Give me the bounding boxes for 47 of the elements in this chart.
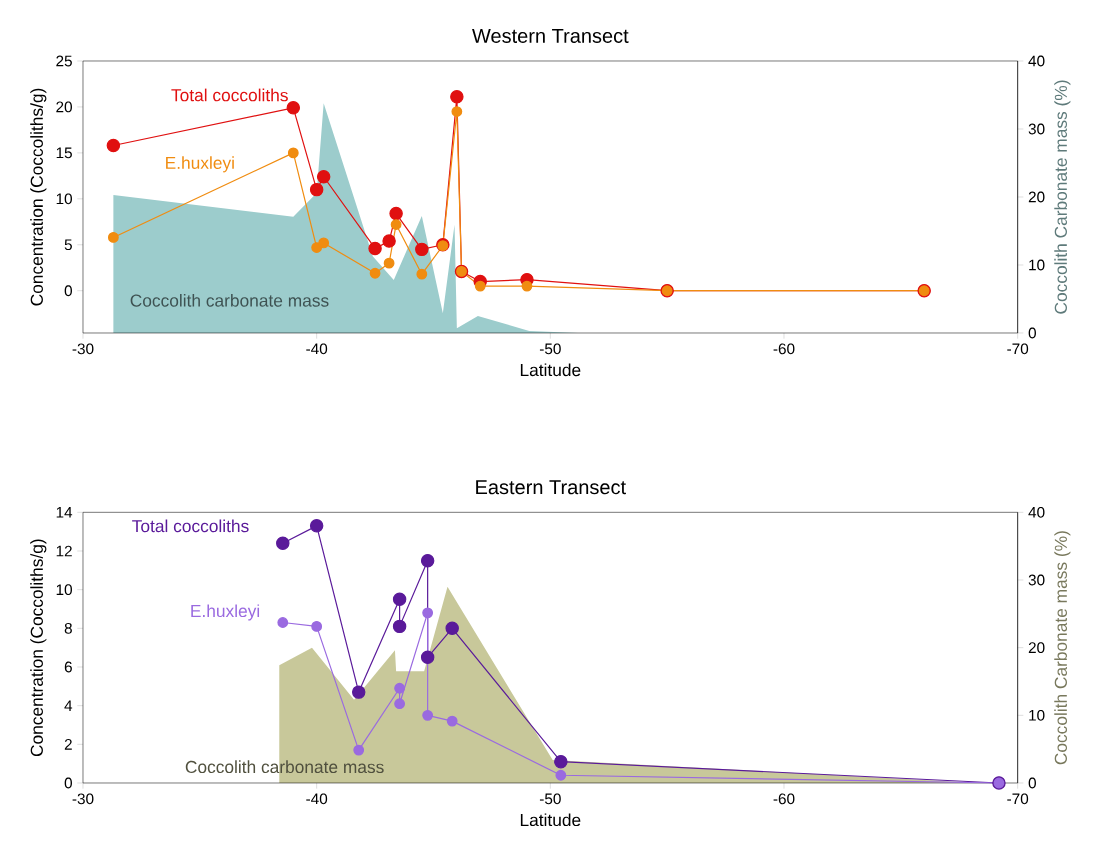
- y-tick-label: 10: [56, 584, 72, 596]
- y-tick-label: 0: [64, 777, 72, 789]
- x-axis-title: Latitude: [520, 813, 581, 827]
- y-tick-label: 20: [56, 101, 72, 113]
- y2-tick-label: 40: [1028, 55, 1045, 67]
- y-tick-label: 12: [56, 545, 72, 557]
- x-tick-label: -40: [306, 343, 328, 355]
- y-tick-label: 14: [56, 507, 73, 518]
- series-label: E.huxleyi: [166, 156, 234, 173]
- chart-title: Western Transect: [472, 28, 629, 43]
- y2-tick-label: 40: [1028, 506, 1045, 518]
- y-tick-label: 4: [64, 700, 73, 711]
- y-axis-title: Concentration (Coccoliths/g): [30, 88, 47, 306]
- y2-tick-label: 20: [1028, 191, 1045, 203]
- x-tick-label: -60: [773, 793, 795, 805]
- y-tick-label: 10: [56, 193, 72, 205]
- x-tick-label: -70: [1007, 793, 1029, 805]
- series-label: Total coccoliths: [171, 88, 288, 102]
- x-tick-label: -30: [72, 343, 94, 355]
- y2-tick-label: 30: [1028, 123, 1045, 135]
- x-tick-label: -50: [539, 343, 561, 355]
- series-label: Total coccoliths: [132, 519, 249, 533]
- x-tick-label: -60: [773, 343, 795, 355]
- series-label: Coccolith carbonate mass: [130, 293, 329, 307]
- y2-tick-label: 0: [1028, 327, 1036, 339]
- x-tick-label: -40: [306, 793, 328, 805]
- y-tick-label: 25: [56, 55, 72, 67]
- y-axis-title: Concentration (Coccoliths/g): [30, 539, 47, 757]
- y2-tick-label: 0: [1028, 777, 1036, 789]
- y-tick-label: 15: [56, 147, 72, 159]
- y-tick-label: 0: [64, 285, 72, 297]
- y2-axis-title: Coccolith Carbonate mass (%): [1054, 80, 1071, 314]
- y-tick-label: 2: [64, 738, 72, 750]
- chart-title: Eastern Transect: [476, 480, 626, 495]
- y2-tick-label: 30: [1028, 574, 1045, 586]
- x-tick-label: -50: [539, 793, 561, 805]
- y2-axis-title: Coccolith Carbonate mass (%): [1054, 531, 1071, 765]
- y-tick-label: 5: [64, 239, 72, 251]
- y-tick-label: 8: [64, 622, 72, 634]
- series-label: E.huxleyi: [191, 604, 260, 621]
- x-axis-title: Latitude: [520, 363, 581, 377]
- y2-tick-label: 20: [1028, 642, 1045, 654]
- y-tick-label: 6: [64, 661, 72, 673]
- x-tick-label: -70: [1007, 343, 1029, 355]
- y2-tick-label: 10: [1029, 259, 1045, 271]
- y2-tick-label: 10: [1029, 709, 1045, 721]
- x-tick-label: -30: [72, 793, 94, 805]
